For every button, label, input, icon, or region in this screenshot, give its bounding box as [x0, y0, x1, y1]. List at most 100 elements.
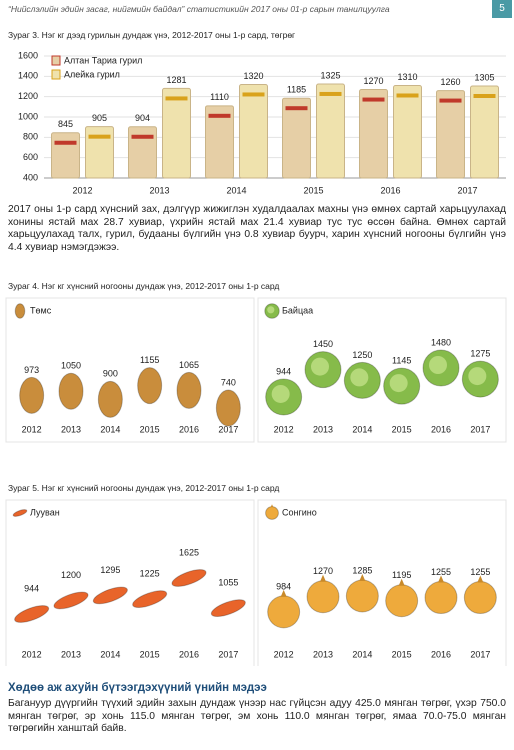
legend-icon: [12, 509, 28, 517]
value-label: 1195: [392, 570, 411, 580]
value-label: 1320: [243, 71, 263, 81]
x-tick-label: 2017: [470, 424, 490, 434]
value-label: 845: [58, 119, 73, 129]
value-label: 1185: [287, 85, 306, 95]
value-label: 1065: [179, 360, 199, 370]
panel-frame: [5, 297, 255, 443]
x-tick-label: 2017: [470, 649, 490, 659]
value-label: 1450: [313, 339, 333, 349]
x-tick-label: 2016: [179, 424, 199, 434]
bag-band: [242, 92, 265, 97]
onion-top: [280, 589, 287, 597]
cabbage-leaf: [311, 357, 329, 376]
legend-icon: [14, 303, 26, 319]
bar: [128, 126, 157, 179]
x-tick-label: 2016: [431, 424, 451, 434]
value-label: 1255: [431, 567, 451, 577]
bag-band: [439, 98, 462, 103]
onion-top: [438, 575, 444, 583]
value-label: 1281: [166, 75, 186, 85]
legend-label: Байцаа: [282, 305, 313, 315]
cabbage-leaf: [350, 368, 369, 387]
value-label: 1480: [431, 337, 451, 347]
x-tick-label: 2012: [72, 185, 92, 195]
y-tick-label: 1200: [18, 91, 38, 101]
potato-icon: [176, 371, 202, 409]
bar: [239, 83, 268, 179]
value-label: 900: [103, 369, 118, 379]
potato-icon: [58, 372, 84, 410]
x-tick-label: 2017: [218, 649, 238, 659]
bar: [282, 97, 311, 179]
bar: [162, 87, 191, 179]
bag-band: [131, 134, 154, 139]
bag-band: [362, 97, 385, 102]
potato-icon: [19, 376, 45, 414]
x-tick-label: 2014: [226, 185, 246, 195]
value-label: 1285: [352, 565, 372, 575]
value-label: 1200: [61, 570, 81, 580]
bag-band: [473, 93, 496, 98]
figure-title: Зураг 5. Нэг кг хүнсний ногооны дундаж ү…: [8, 483, 280, 493]
carrot-icon: [171, 569, 207, 587]
x-tick-label: 2013: [149, 185, 169, 195]
potato-icon: [137, 367, 163, 405]
value-label: 1250: [352, 350, 372, 360]
onion-icon: [306, 580, 340, 614]
bar: [85, 126, 114, 179]
x-tick-label: 2015: [392, 424, 412, 434]
x-tick-label: 2014: [100, 424, 120, 434]
cabbage-leaf: [429, 356, 447, 374]
bag-band: [319, 91, 342, 96]
x-tick-label: 2016: [380, 185, 400, 195]
legend-label: Алейка гурил: [64, 69, 120, 79]
y-tick-label: 400: [23, 172, 38, 182]
panel-frame: [5, 499, 255, 666]
bar: [359, 89, 388, 179]
value-label: 1260: [440, 77, 460, 87]
value-label: 1270: [363, 76, 383, 86]
onion-top: [477, 575, 484, 583]
cabbage-leaf: [271, 384, 290, 403]
value-label: 984: [276, 581, 291, 591]
value-label: 1325: [320, 70, 340, 80]
page-number: 5: [492, 0, 512, 18]
value-label: 973: [24, 365, 39, 375]
panel-frame: [257, 297, 507, 443]
legend-label: Төмс: [30, 305, 52, 315]
cabbage-leaf: [389, 374, 408, 393]
value-label: 1145: [392, 355, 411, 365]
x-tick-label: 2013: [61, 649, 81, 659]
bar: [393, 84, 422, 179]
x-tick-label: 2016: [431, 649, 451, 659]
vegetable-chart: Лууван 944 2012 1200 2013 1295 2014 1225 2015 162…: [5, 499, 507, 666]
value-label: 904: [135, 113, 150, 123]
value-label: 944: [276, 366, 291, 376]
panel-frame: [257, 499, 507, 666]
paragraph: 2017 оны 1-р сард хүнсний зах, дэлгүүр ж…: [8, 204, 506, 253]
cabbage-leaf: [468, 367, 487, 386]
value-label: 905: [92, 113, 107, 123]
flour-chart: 400 600 800 1000 1200 1400 1600 2012 845 905 2013 9…: [18, 50, 506, 195]
legend-label: Сонгино: [282, 507, 317, 517]
value-label: 1270: [313, 566, 333, 576]
figure-title: Зураг 4. Нэг кг хүнсний ногооны дундаж ү…: [8, 281, 280, 291]
value-label: 1055: [218, 578, 238, 588]
legend-swatch: [51, 69, 61, 80]
x-tick-label: 2012: [22, 649, 42, 659]
onion-top: [398, 578, 405, 586]
bag-band: [396, 93, 419, 98]
x-tick-label: 2015: [140, 649, 160, 659]
value-label: 1275: [470, 348, 490, 358]
bar: [316, 83, 345, 179]
legend-label: Лууван: [30, 507, 60, 517]
x-tick-label: 2012: [22, 424, 42, 434]
vegetable-chart: Төмс 973 2012 1050 2013 900 2014 1155 2015 1065 20…: [5, 297, 507, 443]
value-label: 1155: [140, 355, 159, 365]
x-tick-label: 2014: [352, 649, 372, 659]
bar: [51, 132, 80, 179]
x-tick-label: 2012: [274, 649, 294, 659]
x-tick-label: 2013: [313, 649, 333, 659]
carrot-icon: [14, 605, 50, 623]
